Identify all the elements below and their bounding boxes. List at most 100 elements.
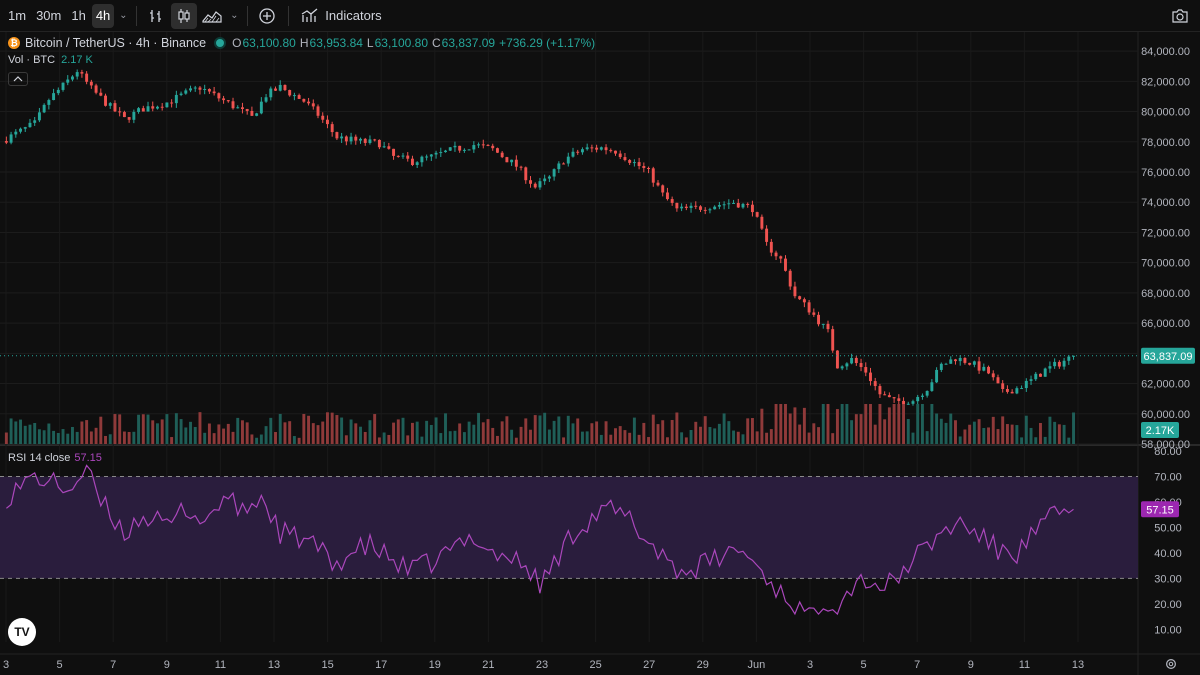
volume-bar-down — [217, 424, 221, 444]
candle-down — [793, 286, 797, 297]
volume-bar-up — [179, 419, 183, 444]
candle-down — [987, 366, 990, 374]
symbol-title[interactable]: Bitcoin / TetherUS · 4h · Binance — [25, 36, 207, 50]
volume-bar-down — [892, 404, 896, 444]
volume-bar-up — [1029, 427, 1033, 444]
candle-down — [118, 111, 122, 113]
volume-bar-up — [52, 430, 56, 444]
volume-bar-down — [788, 413, 792, 444]
chart-type-dropdown-icon[interactable]: ⌄ — [230, 10, 239, 21]
volume-bar-down — [495, 435, 499, 444]
candle-down — [377, 139, 381, 148]
candle-up — [156, 106, 159, 109]
volume-bar-down — [798, 424, 802, 444]
volume-bar-up — [259, 434, 263, 444]
volume-bar-up — [1020, 437, 1024, 444]
candle-down — [873, 381, 877, 387]
candle-up — [722, 204, 726, 206]
volume-value: 2.17 K — [61, 54, 93, 66]
volume-bar-up — [33, 422, 37, 444]
volume-bar-down — [240, 420, 244, 444]
tradingview-logo[interactable]: TV — [8, 618, 36, 646]
add-compare-icon[interactable] — [254, 3, 280, 29]
candle-up — [972, 361, 976, 365]
volume-bar-down — [325, 412, 329, 444]
bar-style-icon[interactable] — [143, 3, 169, 29]
volume-bar-down — [373, 414, 377, 444]
volume-bar-up — [108, 434, 112, 444]
volume-bar-up — [1062, 424, 1066, 444]
interval-1h-button[interactable]: 1h — [71, 8, 86, 23]
interval-30m-button[interactable]: 30m — [36, 8, 62, 23]
volume-bar-down — [802, 407, 806, 444]
candle-up — [184, 90, 188, 94]
volume-bar-down — [675, 412, 679, 444]
candlestick-icon[interactable] — [171, 2, 198, 29]
time-axis-label: 5 — [57, 659, 63, 671]
volume-bar-up — [66, 433, 70, 444]
candle-down — [127, 117, 131, 120]
candle-up — [444, 150, 447, 153]
candle-down — [231, 101, 235, 109]
candle-down — [831, 329, 835, 351]
interval-dropdown-icon[interactable]: ⌄ — [119, 10, 128, 21]
candle-down — [760, 216, 764, 229]
volume-bar-down — [826, 404, 830, 444]
candle-down — [637, 162, 641, 167]
volume-bar-up — [23, 425, 27, 444]
volume-bar-up — [566, 415, 570, 444]
candle-down — [779, 256, 783, 259]
rsi-label: RSI 14 close — [8, 452, 71, 464]
volume-bar-up — [401, 417, 405, 444]
toolbar-divider — [136, 5, 138, 26]
price-axis-label: 78,000.00 — [1141, 137, 1190, 149]
rsi-value: 57.15 — [74, 452, 102, 464]
volume-bar-up — [9, 418, 13, 444]
gear-icon[interactable] — [1164, 657, 1178, 671]
volume-bar-up — [425, 420, 429, 444]
time-axis-label: 7 — [914, 659, 920, 671]
candle-down — [392, 148, 396, 156]
candle-down — [883, 394, 887, 396]
volume-bar-down — [160, 419, 164, 444]
candle-up — [571, 151, 575, 157]
candle-up — [580, 149, 584, 153]
volume-bar-down — [736, 431, 740, 444]
volume-bar-down — [628, 432, 632, 444]
indicators-button[interactable]: Indicators — [295, 3, 387, 29]
time-axis-label: 9 — [968, 659, 974, 671]
candle-up — [727, 203, 731, 205]
volume-bar-up — [958, 436, 962, 444]
candle-down — [519, 166, 523, 168]
open-label: O — [232, 36, 242, 50]
volume-bar-down — [637, 434, 641, 444]
candle-down — [968, 362, 972, 365]
candle-down — [533, 183, 537, 188]
volume-bar-down — [774, 404, 778, 444]
volume-bar-down — [887, 407, 891, 444]
volume-bar-up — [930, 404, 934, 444]
interval-1m-button[interactable]: 1m — [8, 8, 27, 23]
volume-bar-down — [954, 420, 957, 444]
area-chart-icon[interactable] — [199, 3, 225, 29]
volume-bar-down — [207, 423, 211, 444]
camera-icon[interactable] — [1168, 4, 1192, 28]
chart-area[interactable]: 84,000.00 82,000.00 80,000.00 78,000.00 76,0… — [0, 32, 1200, 675]
volume-bar-up — [75, 431, 79, 444]
candle-up — [958, 357, 962, 362]
volume-bar-up — [580, 431, 584, 444]
volume-bar-down — [656, 424, 660, 444]
candle-up — [708, 209, 712, 211]
volume-bar-up — [920, 404, 924, 444]
candle-down — [897, 398, 901, 401]
interval-4h-button[interactable]: 4h — [91, 3, 115, 28]
candle-up — [916, 396, 920, 402]
volume-bar-up — [292, 436, 296, 444]
volume-bar-up — [543, 412, 547, 444]
volume-bar-down — [406, 435, 410, 444]
collapse-legend-button[interactable] — [8, 72, 28, 86]
volume-bar-up — [949, 413, 953, 444]
candle-down — [750, 204, 754, 213]
volume-bar-up — [264, 426, 268, 444]
candle-up — [911, 401, 915, 404]
